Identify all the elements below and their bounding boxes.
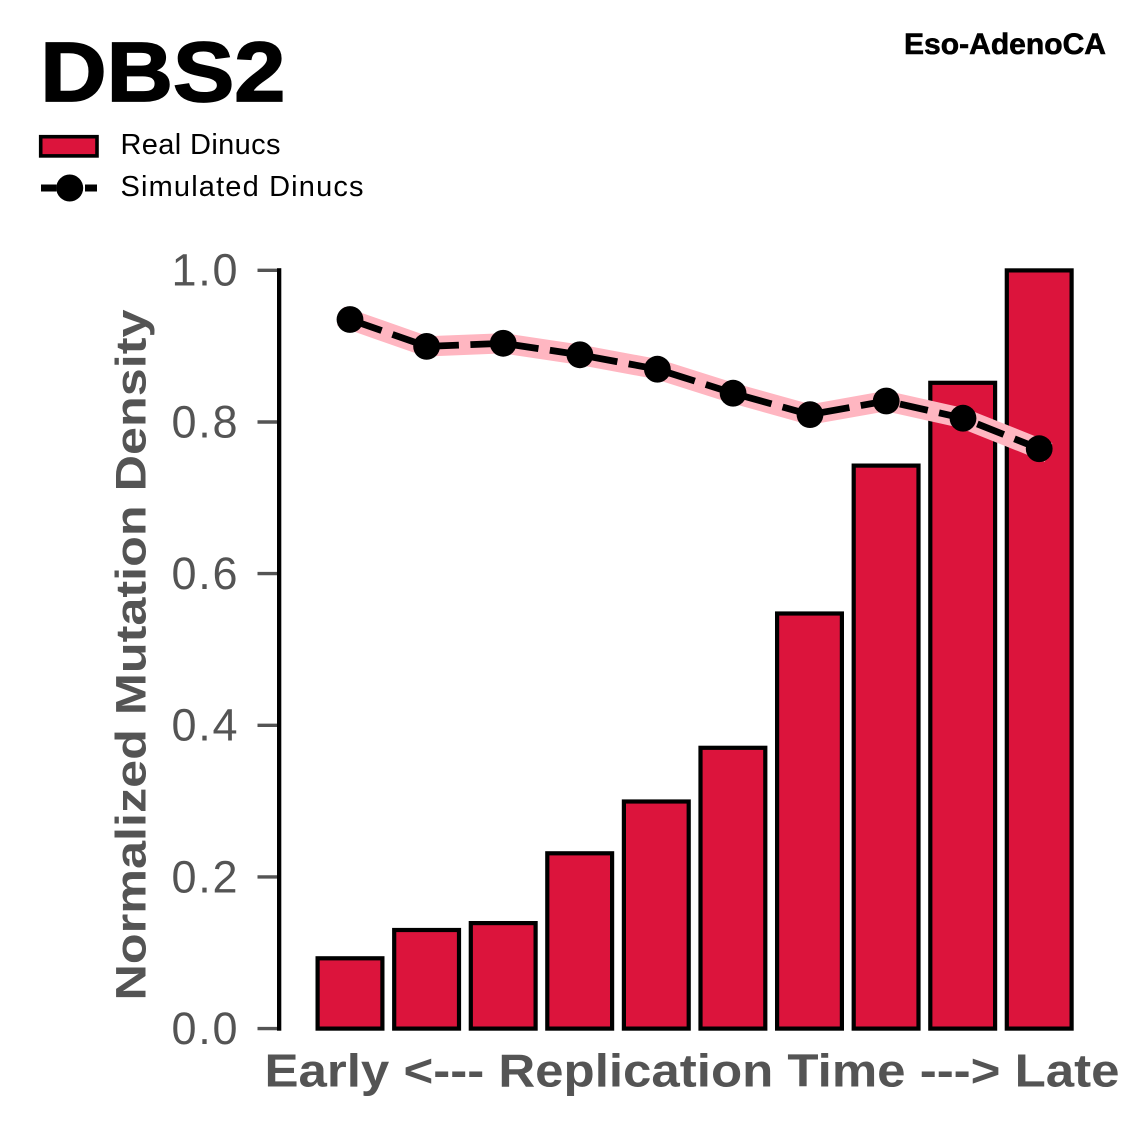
svg-text:Early <--- Replication Time --: Early <--- Replication Time ---> Late <box>265 1045 1120 1097</box>
svg-text:Real Dinucs: Real Dinucs <box>121 129 281 161</box>
svg-text:DBS2: DBS2 <box>40 25 285 119</box>
svg-text:0.6: 0.6 <box>172 548 238 599</box>
svg-text:Eso-AdenoCA: Eso-AdenoCA <box>904 28 1106 61</box>
svg-text:Simulated Dinucs: Simulated Dinucs <box>121 171 364 203</box>
svg-text:Normalized Mutation Density: Normalized Mutation Density <box>108 309 155 1000</box>
svg-text:0.4: 0.4 <box>172 700 238 751</box>
svg-text:0.8: 0.8 <box>172 396 238 447</box>
svg-text:0.2: 0.2 <box>172 851 238 902</box>
svg-text:0.0: 0.0 <box>172 1003 238 1054</box>
svg-text:1.0: 1.0 <box>172 245 238 296</box>
